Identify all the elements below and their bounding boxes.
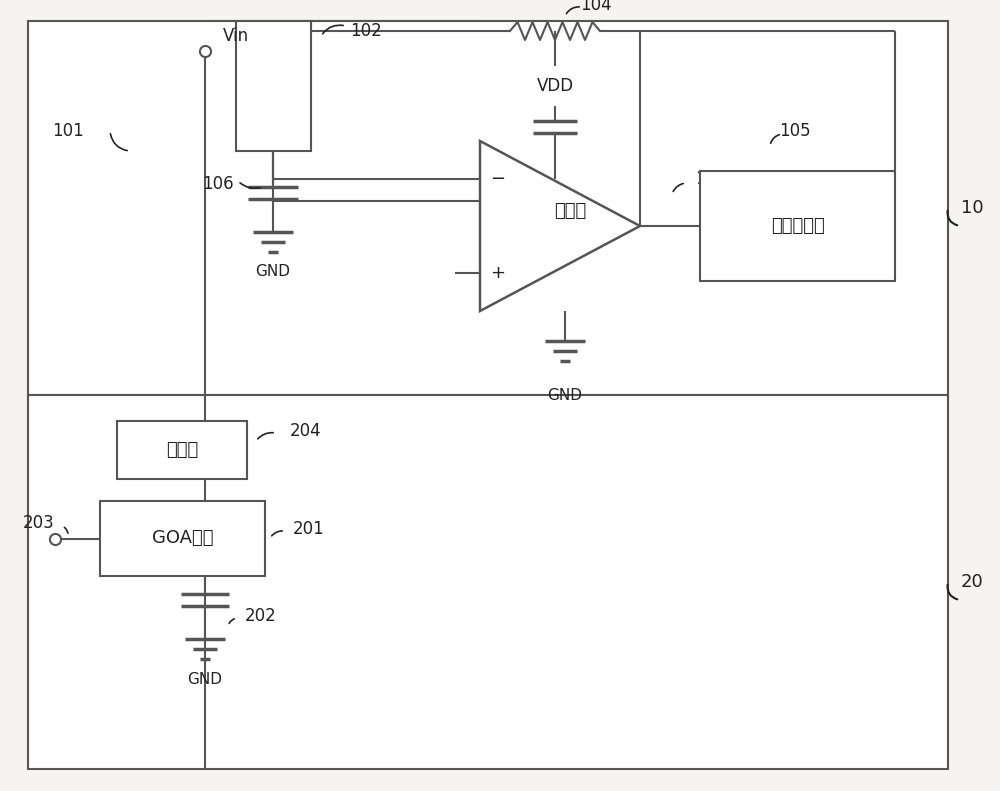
Text: 101: 101: [52, 122, 84, 140]
Bar: [117, 421, 247, 479]
Text: 203: 203: [23, 514, 55, 532]
Text: 电压比较器: 电压比较器: [771, 217, 824, 235]
Text: 201: 201: [293, 520, 325, 538]
Text: 102: 102: [350, 22, 382, 40]
Text: Vin: Vin: [223, 27, 249, 45]
Text: +: +: [490, 264, 506, 282]
Text: 10: 10: [961, 199, 983, 217]
Bar: [236, 21, 311, 151]
Text: GND: GND: [548, 388, 582, 403]
Text: 204: 204: [290, 422, 322, 440]
Bar: [28, 395, 948, 769]
Polygon shape: [480, 141, 640, 311]
Text: 105: 105: [779, 122, 811, 140]
Text: 103: 103: [695, 170, 727, 188]
Text: GOA单元: GOA单元: [152, 529, 213, 547]
Text: −: −: [490, 170, 506, 188]
Text: VDD: VDD: [536, 77, 574, 95]
Text: GND: GND: [188, 672, 222, 687]
Text: 104: 104: [580, 0, 612, 14]
Text: 202: 202: [245, 607, 277, 625]
Text: GND: GND: [256, 264, 290, 279]
Text: 20: 20: [961, 573, 983, 591]
Bar: [28, 21, 948, 395]
Text: 106: 106: [202, 175, 234, 193]
Text: 测试点: 测试点: [166, 441, 198, 459]
Bar: [700, 171, 895, 281]
Text: 放大器: 放大器: [554, 202, 586, 220]
Bar: [100, 501, 265, 576]
